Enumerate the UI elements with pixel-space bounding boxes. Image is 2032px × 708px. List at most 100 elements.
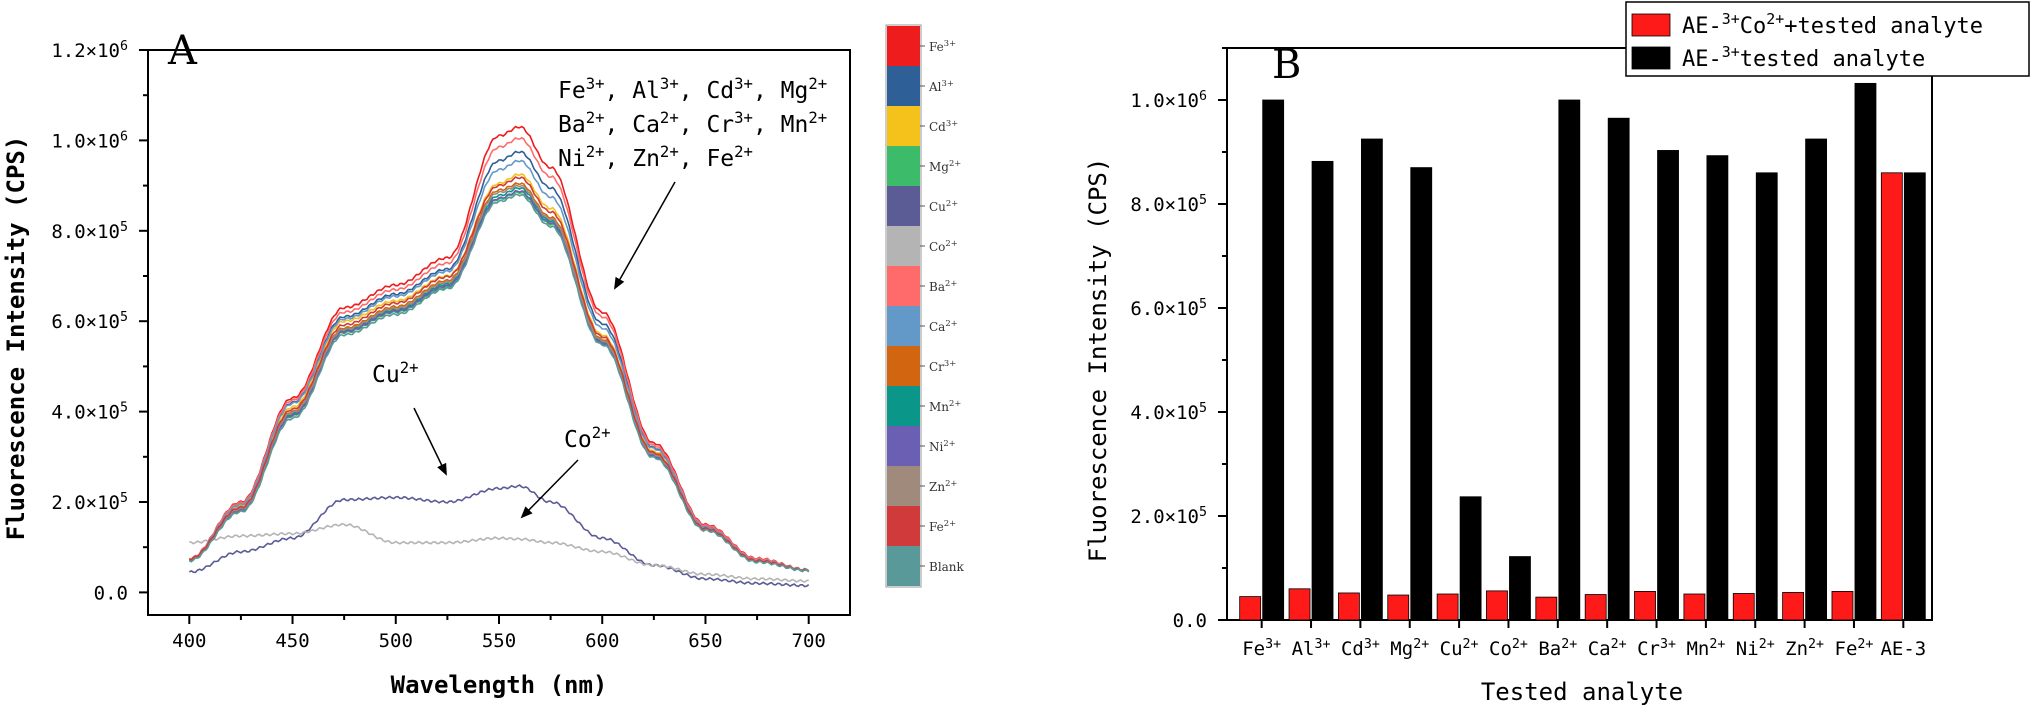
panel-a-legend-frame [885,24,922,588]
panel-b-legend-swatch [1631,13,1671,37]
panel-a-legend-label: Ca2+ [929,318,958,334]
panel-b-bar-black [1410,167,1433,621]
panel-b-x-tick-label: Mg2+ [1390,637,1429,661]
panel-a-line-Blank [188,193,810,573]
panel-b-bar-black [1311,160,1334,621]
panel-b-bar-black [1755,172,1778,621]
panel-a-annotation-line-2: Ba2+, Ca2+, Cr3+, Mn2+ [558,108,827,139]
panel-b-x-tick-label: AE-3 [1880,638,1926,660]
panel-b-legend-label: AE-3+Co2++tested analyte [1682,10,1983,39]
panel-b-bar-red [1288,588,1311,621]
panel-a-y-tick-label: 8.0×105 [51,219,128,243]
panel-b-x-tick-label: Fe3+ [1242,637,1281,661]
panel-a-legend-swatch [887,506,920,546]
panel-a-y-axis-label: Fluorescence Intensity (CPS) [2,136,30,541]
panel-b-x-tick-label: Ca2+ [1588,637,1627,661]
panel-a-legend-label: Co2+ [929,238,958,254]
panel-a-legend-swatch [887,346,920,386]
panel-b-legend-swatch [1631,46,1671,70]
panel-a-legend-swatch [887,146,920,186]
panel-b-bar-red [1683,593,1706,621]
panel-b-bar-black [1558,99,1581,621]
panel-b-x-tick-label: Cr3+ [1637,637,1676,661]
panel-a-legend-swatch [887,26,920,66]
panel-a-legend-swatch [887,106,920,146]
panel-a-legend-swatch [887,266,920,306]
panel-a-x-tick-label: 600 [585,630,619,652]
panel-a-legend-swatch [887,226,920,266]
panel-a-arrow-cu [413,407,447,476]
panel-b-chart: B Fe3+ Al3+ Cd3+ Mg2+ Cu2+ Co2+ Ba2+ Ca2+ Cr3+ Mn… [1084,1,2030,706]
panel-a-line-Cr3plus [189,181,810,572]
panel-a-line-Al3plus [189,150,810,572]
panel-b-bar-black [1657,150,1679,621]
panel-b-bar-black [1360,138,1383,621]
panel-b-bar-black [1706,155,1729,621]
panel-b-bar-black [1903,172,1926,621]
panel-b-bar-black [1607,117,1630,621]
panel-a-line-Co2plus [189,522,809,584]
panel-b-bar-black [1459,496,1482,621]
panel-b-bar-black [1805,138,1828,621]
panel-b-bar-red [1634,591,1656,621]
panel-b-legend-frame [1625,1,2030,77]
panel-b-x-tick-label: Ba2+ [1538,637,1577,661]
panel-a-legend-label: Cr3+ [929,358,956,374]
panel-b-letter: B [1272,42,1301,88]
panel-a-x-tick-label: 500 [379,630,413,652]
panel-b-bar-black [1854,82,1877,621]
panel-b-bar-red [1732,593,1755,621]
panel-a-y-tick-label: 1.2×106 [51,39,128,63]
panel-b-x-tick-label: Mn2+ [1686,637,1725,661]
panel-b-axes: Fe3+ Al3+ Cd3+ Mg2+ Cu2+ Co2+ Ba2+ Ca2+ Cr3+ Mn2+… [1130,47,1926,661]
panel-a-line-Zn2plus [188,184,810,572]
panel-b-x-tick-label: Cd3+ [1341,637,1380,661]
panel-b-bar-red [1337,592,1360,621]
panel-a-y-tick-label: 2.0×105 [51,491,128,515]
panel-a-annotation-line-1: Fe3+, Al3+, Cd3+, Mg2+ [558,74,827,105]
panel-b-bar-red [1880,172,1903,621]
panel-a-x-axis-label: Wavelength (nm) [391,671,608,699]
panel-a-annotation-line-3: Ni2+, Zn2+, Fe2+ [558,142,753,173]
panel-b-bar-black [1262,99,1285,621]
panel-a-legend-swatch [887,466,920,506]
panel-b-legend-label: AE-3+tested analyte [1682,43,1925,72]
panel-a-x-tick-label: 450 [275,630,309,652]
panel-a-legend-label: Mg2+ [929,158,961,174]
panel-a-letter: A [167,28,198,74]
panel-a-arrow-co [520,459,579,519]
panel-b-y-axis-label: Fluorescence Intensity (CPS) [1084,158,1112,563]
panel-a-legend-swatch [887,426,920,466]
panel-a-y-tick-label: 0.0 [94,582,128,604]
panel-a-legend-label: Al3+ [928,78,954,94]
panel-a-line-Ca2plus [189,159,810,572]
panel-a-line-Ba2plus [189,136,810,572]
panel-b-bar-black [1509,556,1531,621]
panel-b-y-tick-label: 4.0×105 [1130,401,1207,425]
panel-a-chart: A 400 450 500 550 600 650 700 0.0 2.0×105 4.0×105… [2,28,851,699]
panel-a-axes: 400 450 500 550 600 650 700 0.0 2.0×105 4.0×105 6.… [51,39,826,653]
panel-a-line-Cu2plus [188,484,810,588]
panel-b-y-tick-label: 8.0×105 [1130,193,1207,217]
panel-a-y-tick-label: 6.0×105 [51,310,128,334]
panel-a-y-tick-label: 1.0×106 [51,129,128,153]
panel-b-x-tick-label: Co2+ [1489,637,1528,661]
panel-b-x-axis-label: Tested analyte [1481,678,1683,706]
panel-a-legend: Fe3+ Al3+ Cd3+ Mg2+ Cu2+ Co2+ Ba2+ Ca2+ Cr3+ Mn2+… [885,24,965,588]
panel-b-x-tick-label: Zn2+ [1785,637,1824,661]
panel-b-legend: AE-3+Co2++tested analyte AE-3+tested anal… [1625,1,2030,77]
panel-a-legend-swatch [887,386,920,426]
panel-a-legend-label: Cu2+ [929,198,958,214]
panel-b-y-tick-label: 1.0×106 [1130,89,1207,113]
panel-b-bar-red [1584,594,1607,621]
panel-b-bar-red [1782,592,1805,621]
panel-b-bars-group [1239,82,1926,621]
panel-a-x-tick-label: 550 [482,630,516,652]
panel-a-legend-label: Fe3+ [929,38,956,54]
panel-a-line-Ni2plus [188,189,810,573]
panel-a-x-tick-label: 700 [792,630,826,652]
panel-a-arrow-main [614,181,676,290]
panel-a-line-Mn2plus [188,186,810,573]
panel-a-line-Cd3plus [189,172,810,572]
